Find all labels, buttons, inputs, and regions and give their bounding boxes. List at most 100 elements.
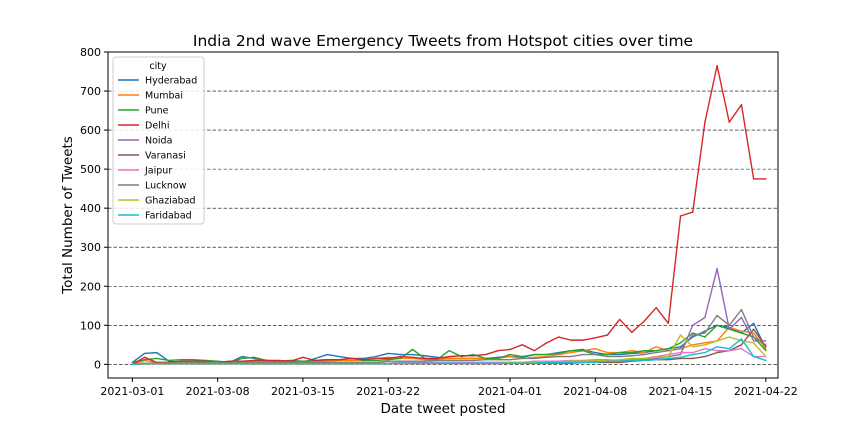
data-point-lucknow (314, 361, 316, 364)
data-point-delhi (411, 356, 414, 359)
data-point-jaipur (740, 348, 743, 350)
data-point-faridabad (314, 362, 316, 365)
data-point-lucknow (387, 360, 389, 362)
data-point-ghaziabad (716, 340, 718, 342)
data-point-pune (679, 342, 682, 344)
data-point-ghaziabad (618, 358, 621, 361)
data-point-ghaziabad (582, 360, 584, 362)
data-point-delhi (143, 356, 146, 359)
data-point-faridabad (752, 355, 755, 358)
data-point-lucknow (192, 361, 194, 364)
data-point-delhi (192, 360, 194, 362)
data-point-pune (131, 361, 134, 364)
data-point-noida (765, 340, 767, 342)
series-pune (131, 324, 767, 364)
data-point-pune (375, 359, 377, 362)
data-point-faridabad (399, 362, 402, 364)
data-point-lucknow (643, 353, 645, 356)
data-point-mumbai (740, 330, 743, 332)
data-point-lucknow (424, 360, 426, 362)
series-faridabad (131, 338, 767, 366)
data-point-noida (679, 353, 682, 356)
data-point-pune (399, 357, 402, 360)
data-point-lucknow (436, 359, 438, 362)
data-point-hyderabad (143, 352, 146, 355)
data-point-delhi (618, 318, 621, 321)
data-point-faridabad (643, 359, 645, 362)
data-point-hyderabad (692, 336, 694, 338)
y-tick-label: 500 (80, 163, 101, 176)
data-point-faridabad (411, 362, 414, 364)
y-axis-label: Total Number of Tweets (60, 136, 76, 295)
data-point-pune (143, 358, 146, 361)
data-point-jaipur (704, 348, 706, 350)
data-point-delhi (363, 358, 365, 361)
data-point-delhi (509, 348, 511, 351)
data-point-jaipur (692, 351, 694, 354)
data-point-hyderabad (424, 355, 426, 357)
data-point-pune (655, 349, 657, 352)
data-point-noida (655, 357, 657, 360)
data-point-ghaziabad (570, 360, 572, 362)
data-point-delhi (265, 359, 268, 362)
data-point-faridabad (728, 348, 730, 350)
data-point-faridabad (509, 362, 511, 364)
data-point-lucknow (375, 361, 377, 364)
data-point-faridabad (594, 361, 596, 364)
data-point-pune (472, 353, 475, 356)
x-tick-label: 2021-04-22 (734, 385, 798, 398)
data-point-lucknow (679, 348, 682, 350)
data-point-lucknow (180, 361, 182, 364)
data-point-pune (704, 336, 706, 338)
data-point-delhi (241, 360, 243, 362)
data-point-faridabad (618, 360, 621, 362)
data-point-ghaziabad (692, 346, 694, 348)
data-point-delhi (570, 339, 572, 341)
data-point-delhi (582, 339, 584, 341)
data-point-pune (253, 356, 255, 359)
series-lines (131, 64, 767, 366)
data-point-lucknow (399, 360, 402, 362)
data-point-hyderabad (582, 348, 584, 351)
y-tick-label: 100 (80, 319, 101, 332)
data-point-mumbai (448, 357, 450, 360)
data-point-delhi (655, 307, 657, 309)
data-point-pune (618, 351, 621, 354)
data-point-faridabad (704, 351, 706, 354)
data-point-hyderabad (253, 357, 255, 360)
data-point-faridabad (204, 362, 207, 365)
data-point-mumbai (765, 348, 767, 350)
data-point-mumbai (424, 358, 426, 361)
data-point-delhi (728, 121, 730, 123)
data-point-hyderabad (375, 355, 377, 358)
data-point-faridabad (740, 338, 743, 340)
data-point-lucknow (290, 361, 292, 364)
data-point-lucknow (497, 358, 499, 361)
data-point-varanasi (752, 328, 755, 330)
data-point-delhi (460, 355, 462, 357)
data-point-faridabad (338, 362, 341, 365)
data-point-delhi (290, 360, 292, 362)
data-point-faridabad (290, 362, 292, 365)
data-point-noida (692, 324, 694, 326)
data-point-lucknow (411, 360, 414, 362)
data-point-pune (509, 353, 511, 356)
data-point-faridabad (716, 346, 718, 348)
data-point-faridabad (497, 362, 499, 364)
data-point-faridabad (472, 362, 475, 364)
data-point-hyderabad (156, 351, 158, 354)
data-point-lucknow (752, 336, 755, 338)
data-point-faridabad (582, 361, 584, 364)
x-tick-label: 2021-03-01 (100, 385, 164, 398)
data-point-noida (716, 267, 718, 270)
data-point-delhi (326, 358, 328, 361)
data-point-pune (521, 355, 523, 358)
data-point-faridabad (667, 357, 670, 360)
data-point-lucknow (216, 361, 219, 364)
data-point-delhi (253, 359, 255, 362)
data-point-faridabad (302, 362, 304, 365)
data-point-varanasi (704, 355, 706, 358)
data-point-mumbai (704, 342, 706, 344)
